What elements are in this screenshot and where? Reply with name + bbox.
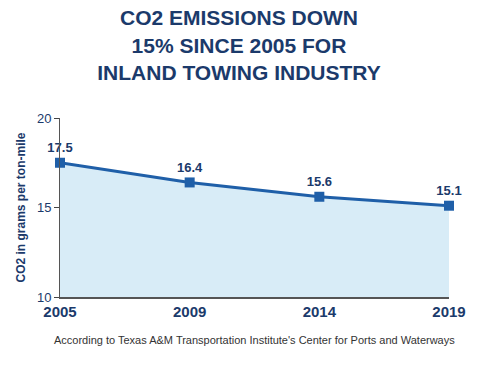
svg-text:15.1: 15.1 xyxy=(436,183,461,198)
svg-text:15: 15 xyxy=(37,200,51,215)
svg-text:15.6: 15.6 xyxy=(307,174,332,189)
svg-text:CO2 EMISSIONS DOWN15% SINCE 20: CO2 EMISSIONS DOWN15% SINCE 2005 FORINLA… xyxy=(97,6,381,84)
svg-text:2005: 2005 xyxy=(43,303,76,320)
svg-text:CO2 in grams per ton-mile: CO2 in grams per ton-mile xyxy=(14,132,28,282)
svg-text:2009: 2009 xyxy=(173,303,206,320)
svg-text:2019: 2019 xyxy=(432,303,465,320)
svg-text:2014: 2014 xyxy=(303,303,337,320)
svg-text:20: 20 xyxy=(37,111,51,126)
svg-text:16.4: 16.4 xyxy=(177,160,203,175)
svg-text:According to Texas A&M Transpo: According to Texas A&M Transportation In… xyxy=(54,334,455,346)
svg-text:17.5: 17.5 xyxy=(47,140,72,155)
svg-text:10: 10 xyxy=(37,290,51,305)
